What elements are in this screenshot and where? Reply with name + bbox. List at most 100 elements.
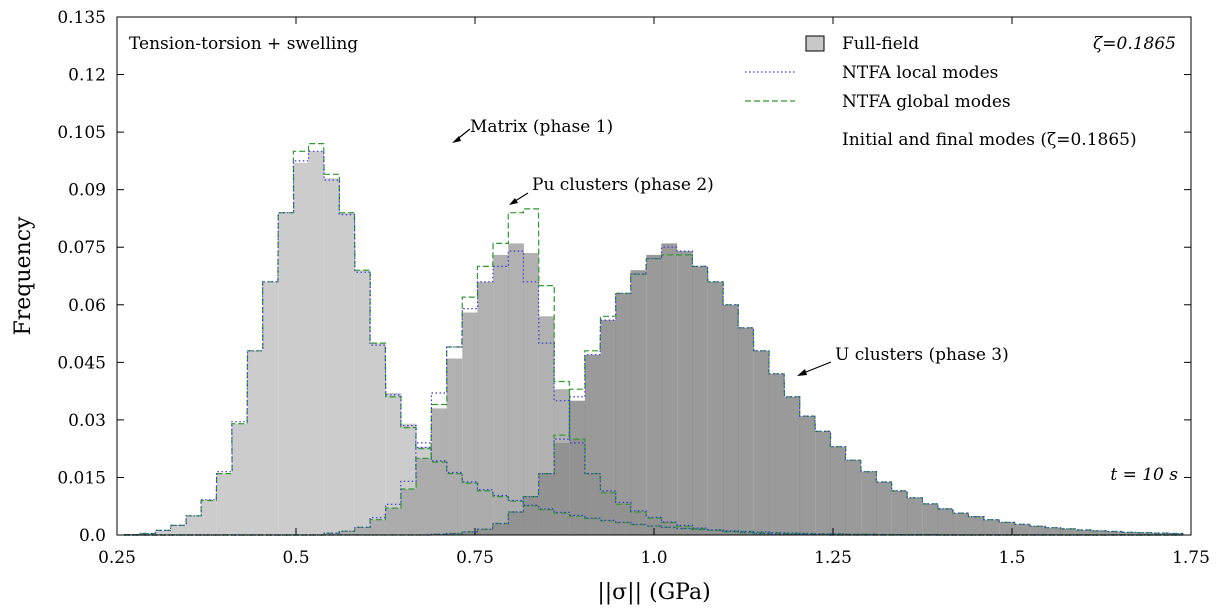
bar-pu-full-field: [415, 458, 432, 535]
bar-matrix-full-field: [385, 393, 402, 535]
bar-pu-full-field: [523, 253, 539, 535]
x-tick-label: 1.25: [814, 548, 852, 568]
bar-pu-full-field: [446, 358, 463, 535]
u-arrowhead: [797, 369, 807, 376]
bar-matrix-full-field: [308, 151, 325, 536]
bar-u-full-field: [907, 497, 923, 535]
y-tick-label: 0.03: [68, 411, 106, 431]
x-tick-label: 1.75: [1172, 548, 1210, 568]
bar-pu-full-field: [324, 533, 340, 535]
legend-label-full-field: Full-field: [842, 34, 919, 54]
legend-label-global: NTFA global modes: [842, 92, 1011, 112]
y-tick-label: 0.045: [57, 353, 106, 373]
y-tick-label: 0.075: [57, 238, 106, 258]
bar-u-full-field: [677, 251, 693, 535]
bar-u-full-field: [554, 442, 570, 535]
bar-matrix-full-field: [216, 473, 233, 535]
bar-u-full-field: [753, 350, 770, 535]
bar-u-full-field: [1106, 531, 1123, 535]
legend-label-modes: Initial and final modes (ζ=0.1865): [842, 130, 1137, 150]
bar-matrix-full-field: [370, 343, 386, 535]
bar-pu-full-field: [493, 254, 509, 535]
line-u-ntfa-local: [124, 246, 1184, 536]
bar-pu-full-field: [477, 281, 494, 535]
bar-pu-full-field: [462, 312, 478, 535]
u-label: U clusters (phase 3): [835, 345, 1009, 365]
y-tick-label: 0.015: [57, 468, 106, 488]
x-axis-ticks: 0.25 0.5 0.75 1.0 1.25 1.5 1.75: [98, 17, 1210, 568]
bar-u-full-field: [784, 396, 801, 535]
bar-u-full-field: [615, 293, 632, 535]
bar-u-full-field: [1152, 533, 1169, 535]
bar-u-full-field: [493, 523, 509, 535]
y-tick-label: 0.105: [57, 123, 106, 143]
bar-matrix-full-field: [155, 530, 171, 535]
bar-pu-full-field: [370, 519, 386, 535]
bar-u-full-field: [1091, 530, 1107, 535]
bar-u-full-field: [738, 327, 754, 535]
bar-u-full-field: [999, 522, 1015, 535]
y-tick-label: 0.0: [79, 526, 106, 546]
bar-matrix-full-field: [231, 423, 248, 535]
histogram-fills: [124, 151, 1184, 536]
matrix-arrowhead: [452, 136, 461, 143]
bar-u-full-field: [937, 508, 954, 535]
bar-u-full-field: [1075, 530, 1092, 535]
loading-annotation: Tension-torsion + swelling: [129, 34, 358, 54]
y-axis-ticks: 0.0 0.015 0.03 0.045 0.06 0.075 0.09 0.105 0.12 0…: [57, 8, 1191, 546]
bar-u-full-field: [446, 533, 463, 535]
bar-u-full-field: [876, 482, 892, 535]
bar-u-full-field: [1121, 532, 1138, 535]
x-tick-label: 0.5: [282, 548, 309, 568]
bar-u-full-field: [661, 243, 678, 535]
bar-u-full-field: [1045, 527, 1061, 535]
legend-swatch-full-field: [805, 35, 825, 52]
bar-u-full-field: [523, 496, 539, 535]
y-tick-label: 0.12: [68, 66, 106, 86]
bar-u-full-field: [799, 416, 816, 535]
bar-u-full-field: [692, 266, 708, 535]
bar-u-full-field: [983, 519, 1000, 535]
x-axis-label: ||σ|| (GPa): [597, 580, 710, 605]
time-annotation: t = 10 s: [1110, 465, 1178, 485]
x-tick-label: 1.0: [640, 548, 667, 568]
x-tick-label: 1.5: [998, 548, 1025, 568]
bar-matrix-full-field: [262, 281, 279, 535]
y-axis-label: Frequency: [11, 216, 36, 336]
bar-matrix-full-field: [354, 270, 371, 535]
bar-u-full-field: [845, 460, 862, 535]
bar-u-full-field: [569, 400, 586, 535]
bar-u-full-field: [630, 270, 647, 535]
bar-pu-full-field: [339, 531, 355, 535]
bar-u-full-field: [922, 503, 939, 535]
bar-u-full-field: [707, 281, 724, 535]
bar-u-full-field: [815, 431, 831, 535]
matrix-label: Matrix (phase 1): [470, 117, 613, 137]
x-tick-label: 0.25: [98, 548, 136, 568]
bar-u-full-field: [1137, 532, 1154, 535]
bar-matrix-full-field: [339, 212, 355, 535]
bar-u-full-field: [508, 512, 524, 535]
bar-matrix-full-field: [186, 515, 202, 535]
bar-matrix-full-field: [293, 162, 310, 536]
bar-u-full-field: [952, 513, 969, 535]
y-tick-label: 0.135: [57, 8, 106, 28]
legend: Full-field NTFA local modes NTFA global …: [745, 34, 1137, 150]
bar-u-full-field: [538, 473, 555, 535]
y-tick-label: 0.09: [68, 181, 106, 201]
bar-matrix-full-field: [201, 500, 217, 535]
bar-pu-full-field: [385, 508, 402, 535]
bar-matrix-full-field: [278, 212, 294, 535]
bar-u-full-field: [462, 531, 478, 535]
legend-label-local: NTFA local modes: [842, 63, 998, 83]
bar-pu-full-field: [400, 489, 417, 535]
bar-matrix-full-field: [140, 533, 156, 535]
pu-label: Pu clusters (phase 2): [532, 175, 714, 195]
bar-pu-full-field: [431, 408, 448, 535]
bar-u-full-field: [768, 373, 785, 535]
bar-u-full-field: [968, 516, 985, 535]
bar-matrix-full-field: [170, 525, 187, 535]
bar-u-full-field: [723, 304, 739, 535]
x-tick-label: 0.75: [456, 548, 494, 568]
bar-u-full-field: [1060, 528, 1076, 535]
